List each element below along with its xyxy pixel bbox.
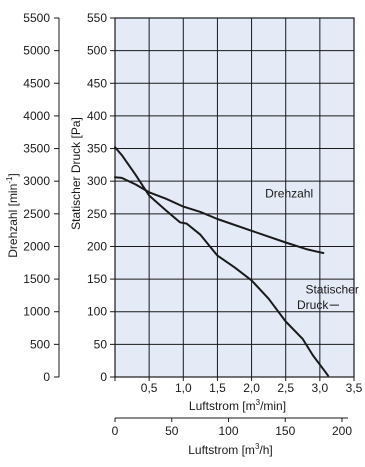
y-right-tick-label: 200 xyxy=(87,239,107,253)
y-left-tick-label: 5500 xyxy=(23,11,50,25)
x-axis-title: Luftstrom [m3/min] xyxy=(189,398,286,413)
y-left-axis-title: Drehzahl [min-1] xyxy=(5,173,20,258)
x-tick-label: 1,0 xyxy=(175,381,192,395)
annotation-druck: Druck xyxy=(297,298,329,312)
x-secondary-axis-title: Luftstrom [m3/h] xyxy=(188,442,272,457)
x-secondary-tick-label: 50 xyxy=(165,424,179,438)
y-left-tick-label: 2000 xyxy=(23,239,50,253)
y-left-tick-label: 4000 xyxy=(23,109,50,123)
y-right-tick-label: 50 xyxy=(94,337,108,351)
y-right-tick-label: 150 xyxy=(87,272,107,286)
y-right-tick-label: 500 xyxy=(87,44,107,58)
x-secondary-tick-label: 0 xyxy=(112,424,119,438)
y-right-tick-label: 100 xyxy=(87,305,107,319)
annotation-drehzahl: Drehzahl xyxy=(265,187,313,201)
y-right-axis-title: Statischer Druck [Pa] xyxy=(69,117,83,230)
x-tick-label: 3,5 xyxy=(346,381,363,395)
y-right-tick-label: 300 xyxy=(87,174,107,188)
y-left-tick-label: 5000 xyxy=(23,44,50,58)
y-left-tick-label: 4500 xyxy=(23,76,50,90)
plot-background xyxy=(115,18,354,377)
x-secondary-tick-label: 100 xyxy=(218,424,238,438)
y-left-tick-label: 0 xyxy=(43,370,50,384)
x-tick-label: 3,0 xyxy=(312,381,329,395)
y-right-tick-label: 400 xyxy=(87,109,107,123)
x-secondary-tick-label: 200 xyxy=(332,424,352,438)
plot-frame xyxy=(114,17,355,378)
y-left-tick-label: 2500 xyxy=(23,207,50,221)
x-tick-label: 2,0 xyxy=(243,381,260,395)
y-right-tick-label: 550 xyxy=(87,11,107,25)
y-right-tick-label: 0 xyxy=(100,370,107,384)
y-left-tick-label: 3500 xyxy=(23,142,50,156)
series-statischer-druck-line xyxy=(114,146,330,377)
y-left-tick-label: 1500 xyxy=(23,272,50,286)
x-tick-label: 1,5 xyxy=(209,381,226,395)
x-secondary-tick-label: 150 xyxy=(275,424,295,438)
y-right-tick-label: 450 xyxy=(87,76,107,90)
y-right-tick-label: 250 xyxy=(87,207,107,221)
x-tick-label: 0,5 xyxy=(141,381,158,395)
annotation-statischer: Statischer xyxy=(305,282,358,296)
y-right-tick-label: 350 xyxy=(87,142,107,156)
series-drehzahl-line xyxy=(114,176,325,254)
y-left-tick-label: 500 xyxy=(30,337,50,351)
x-tick-label: 2,5 xyxy=(277,381,294,395)
y-left-tick-label: 3000 xyxy=(23,174,50,188)
y-left-tick-label: 1000 xyxy=(23,305,50,319)
